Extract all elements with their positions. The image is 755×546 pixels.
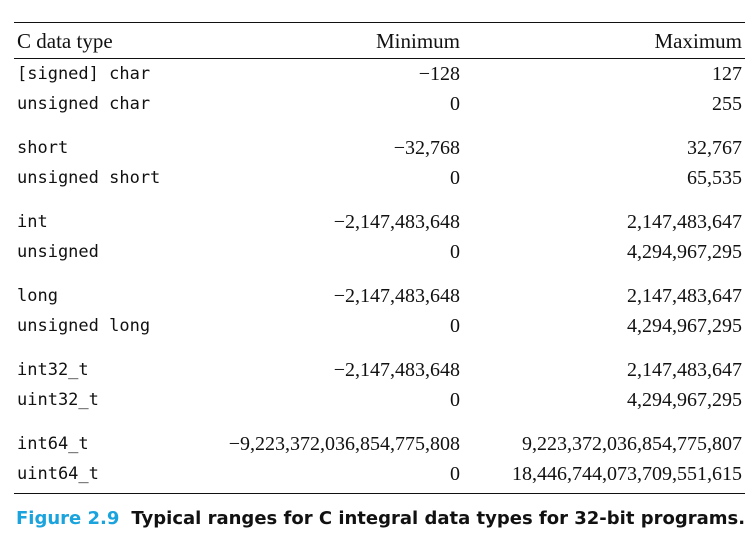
cell-data-type: unsigned — [14, 237, 213, 267]
cell-maximum: 4,294,967,295 — [627, 388, 742, 411]
type-name: uint32_t — [17, 390, 99, 410]
cell-minimum: 0 — [450, 92, 460, 115]
cell-minimum: −9,223,372,036,854,775,808 — [228, 432, 460, 455]
cell-data-type: int64_t — [14, 415, 213, 459]
type-name: short — [17, 138, 69, 158]
cell-data-type: unsigned char — [14, 89, 213, 119]
table-row: uint64_t 0 18,446,744,073,709,551,615 — [14, 459, 745, 494]
cell-data-type: uint64_t — [14, 459, 213, 494]
type-name: unsigned short — [17, 168, 161, 188]
header-type: C data type — [17, 29, 113, 53]
cell-data-type: [signed] char — [14, 59, 213, 90]
cell-minimum: 0 — [450, 388, 460, 411]
cell-minimum: 0 — [450, 240, 460, 263]
type-name: int64_t — [17, 434, 89, 454]
table-row: unsigned char 0 255 — [14, 89, 745, 119]
cell-maximum: 2,147,483,647 — [627, 358, 742, 381]
cell-maximum: 18,446,744,073,709,551,615 — [512, 462, 742, 485]
type-name: int32_t — [17, 360, 89, 380]
cell-data-type: long — [14, 267, 213, 311]
cell-maximum: 32,767 — [687, 136, 742, 159]
cell-data-type: uint32_t — [14, 385, 213, 415]
figure: C data type Minimum Maximum [signed] cha… — [14, 22, 745, 529]
cell-minimum: −128 — [418, 62, 460, 85]
cell-maximum: 4,294,967,295 — [627, 314, 742, 337]
cell-maximum: 65,535 — [687, 166, 742, 189]
table-header-row: C data type Minimum Maximum — [14, 22, 745, 59]
table-row: unsigned short 0 65,535 — [14, 163, 745, 193]
cell-minimum: −32,768 — [393, 136, 460, 159]
table-row: unsigned 0 4,294,967,295 — [14, 237, 745, 267]
table-row: short −32,768 32,767 — [14, 119, 745, 163]
cell-data-type: unsigned long — [14, 311, 213, 341]
cell-minimum: 0 — [450, 166, 460, 189]
cell-minimum: −2,147,483,648 — [333, 210, 460, 233]
cell-maximum: 9,223,372,036,854,775,807 — [522, 432, 742, 455]
cell-maximum: 4,294,967,295 — [627, 240, 742, 263]
type-name: long — [17, 286, 58, 306]
type-name: unsigned long — [17, 316, 151, 336]
cell-maximum: 2,147,483,647 — [627, 284, 742, 307]
table-row: long −2,147,483,648 2,147,483,647 — [14, 267, 745, 311]
type-name: uint64_t — [17, 464, 99, 484]
cell-minimum: 0 — [450, 314, 460, 337]
figure-caption-text: Typical ranges for C integral data types… — [131, 508, 746, 529]
table-row: int64_t −9,223,372,036,854,775,808 9,223,3… — [14, 415, 745, 459]
type-name: unsigned — [17, 242, 99, 262]
cell-data-type: unsigned short — [14, 163, 213, 193]
cell-maximum: 127 — [712, 62, 742, 85]
cell-minimum: −2,147,483,648 — [333, 358, 460, 381]
header-maximum: Maximum — [654, 29, 743, 53]
header-minimum: Minimum — [375, 29, 460, 53]
figure-caption: Figure 2.9 Typical ranges for C integral … — [14, 508, 745, 529]
cell-data-type: short — [14, 119, 213, 163]
type-name: char — [109, 64, 151, 84]
data-type-ranges-table: C data type Minimum Maximum [signed] cha… — [14, 22, 745, 494]
cell-maximum: 255 — [712, 92, 742, 115]
type-name: int — [17, 212, 48, 232]
table-row: int −2,147,483,648 2,147,483,647 — [14, 193, 745, 237]
type-name: unsigned char — [17, 94, 151, 114]
cell-data-type: int — [14, 193, 213, 237]
type-prefix: [signed] — [17, 64, 99, 84]
table-row: int32_t −2,147,483,648 2,147,483,647 — [14, 341, 745, 385]
cell-maximum: 2,147,483,647 — [627, 210, 742, 233]
cell-minimum: 0 — [450, 462, 460, 485]
table-row: unsigned long 0 4,294,967,295 — [14, 311, 745, 341]
table-body: [signed] char −128 127 unsigned char 0 255 sho… — [14, 59, 745, 494]
table-row: uint32_t 0 4,294,967,295 — [14, 385, 745, 415]
figure-label: Figure 2.9 — [16, 508, 120, 529]
cell-minimum: −2,147,483,648 — [333, 284, 460, 307]
cell-data-type: int32_t — [14, 341, 213, 385]
table-row: [signed] char −128 127 — [14, 59, 745, 90]
